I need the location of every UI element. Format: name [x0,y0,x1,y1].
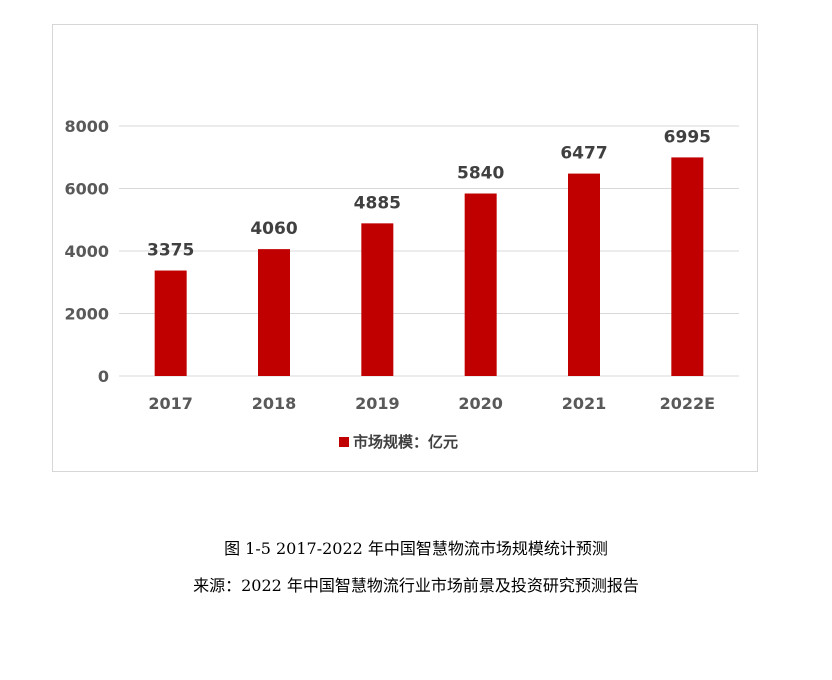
data-labels: 3375 4060 4885 5840 6477 6995 [147,127,711,260]
gridlines [119,125,739,377]
legend-label: 市场规模：亿元 [353,433,458,451]
bar-2017 [154,270,187,376]
x-tick-label: 2018 [252,394,297,413]
x-tick-label: 2021 [562,394,607,413]
data-label: 4060 [250,219,297,239]
data-label: 3375 [147,241,194,261]
bars [154,157,704,376]
x-tick-label: 2020 [458,394,503,413]
legend: 市场规模：亿元 [339,433,458,451]
data-label: 6995 [664,127,711,147]
data-label: 4885 [354,193,401,213]
data-label: 6477 [560,144,607,164]
figure-source: 来源：2022 年中国智慧物流行业市场前景及投资研究预测报告 [193,576,639,595]
figure-caption: 图 1-5 2017-2022 年中国智慧物流市场规模统计预测 [224,539,608,558]
bar-chart: 3375 4060 4885 5840 6477 6995 0 2000 4000 6000 80… [64,117,739,451]
bar-2022E [671,157,704,376]
y-tick-label: 8000 [64,117,109,136]
legend-swatch [339,437,349,447]
y-axis-ticks: 0 2000 4000 6000 8000 [64,117,109,386]
data-label: 5840 [457,164,504,184]
y-tick-label: 0 [98,367,109,386]
x-axis-ticks: 2017 2018 2019 2020 2021 2022E [148,394,715,413]
y-tick-label: 2000 [64,305,109,324]
bar-2019 [361,223,394,376]
x-tick-label: 2019 [355,394,400,413]
x-tick-label: 2022E [660,394,715,413]
bar-2021 [568,173,600,376]
chart-frame: 3375 4060 4885 5840 6477 6995 0 2000 4000 6000 80… [52,24,758,472]
y-tick-label: 4000 [64,242,109,261]
x-tick-label: 2017 [148,394,193,413]
bar-2018 [258,249,290,376]
bar-2020 [464,193,497,376]
y-tick-label: 6000 [64,180,109,199]
